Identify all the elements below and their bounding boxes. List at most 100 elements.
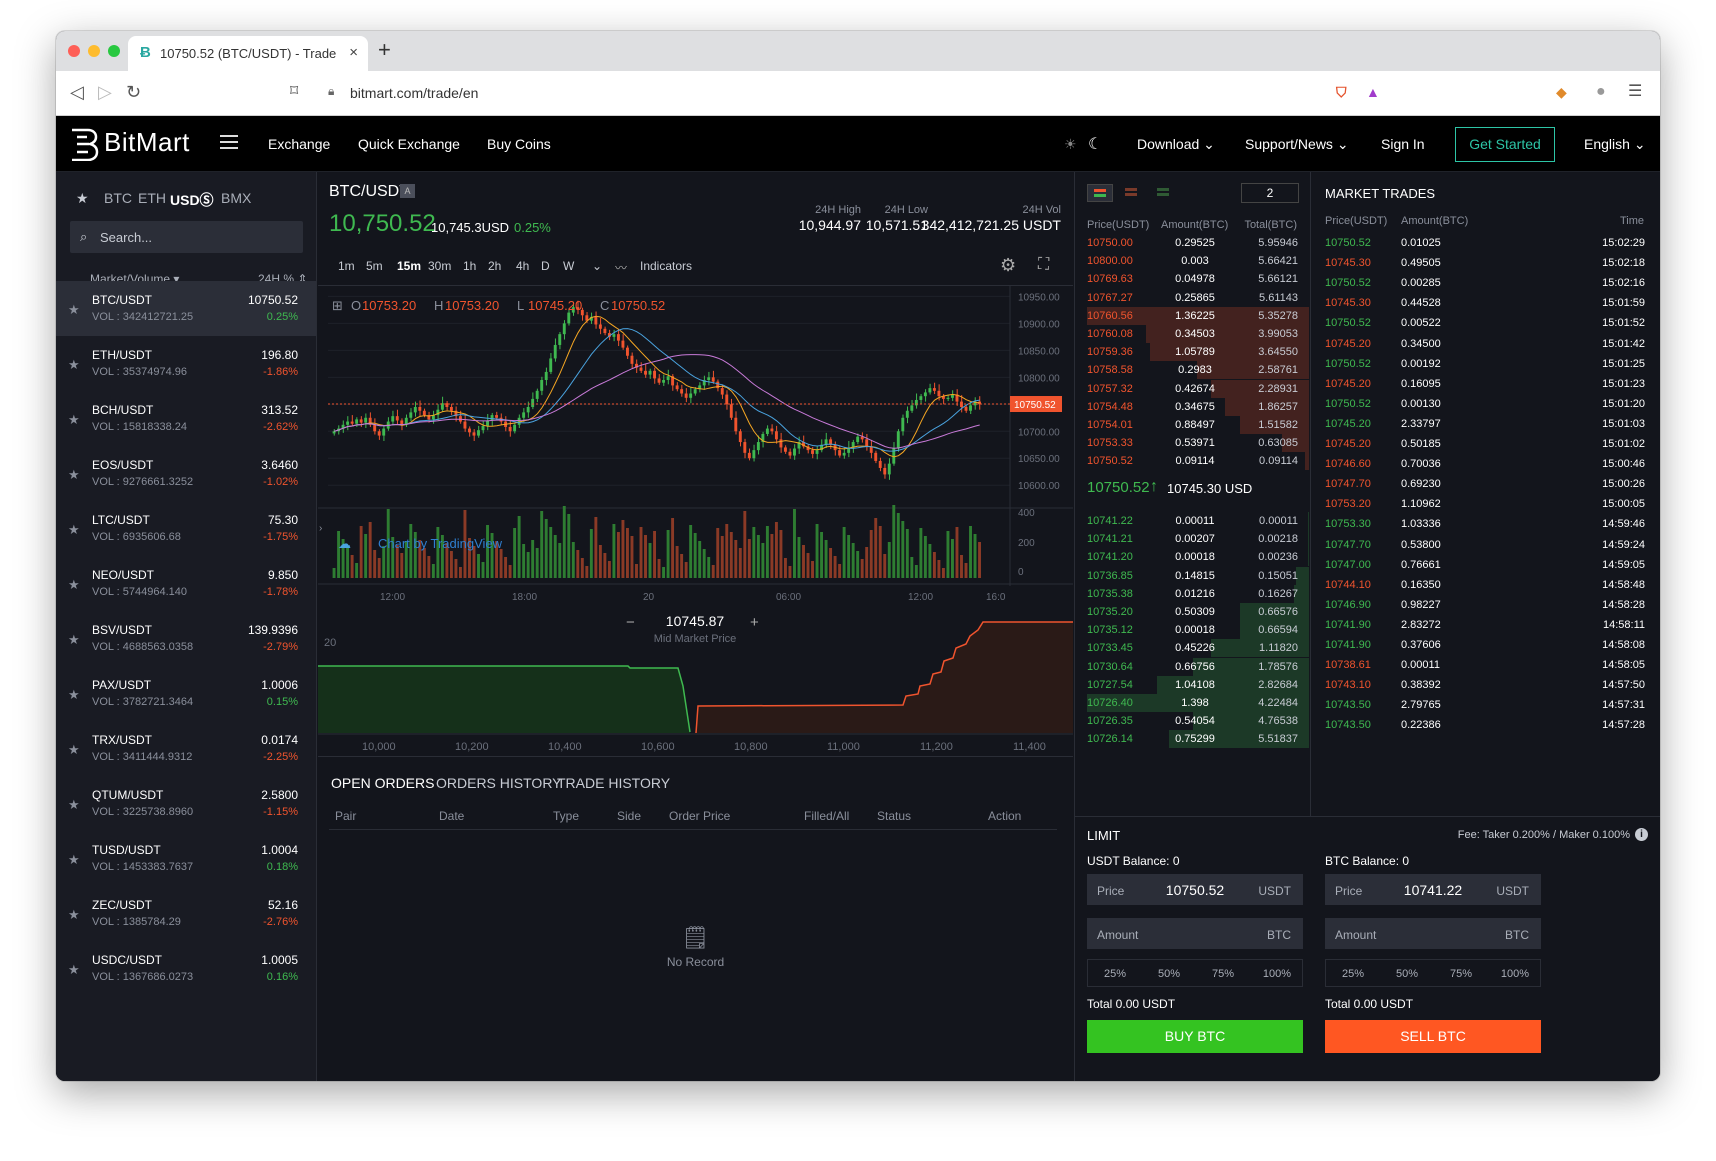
browser-tab[interactable]: Ƀ 10750.52 (BTC/USDT) - Trade N × bbox=[128, 36, 368, 71]
ask-row[interactable]: 10760.08 0.34503 3.99053 bbox=[1075, 325, 1309, 343]
ask-row[interactable]: 10767.27 0.25865 5.61143 bbox=[1075, 289, 1309, 307]
favorite-star-icon[interactable]: ★ bbox=[68, 962, 80, 977]
close-window-button[interactable] bbox=[68, 45, 80, 57]
bid-row[interactable]: 10741.22 0.00011 0.00011 bbox=[1075, 512, 1309, 530]
url-field[interactable]: 🔒︎ bitmart.com/trade/en bbox=[318, 78, 1388, 108]
market-row[interactable]: ★ TUSD/USDT VOL : 1453383.7637 1.0004 0.18% bbox=[56, 831, 316, 886]
sell-amount-input[interactable]: Amount BTC bbox=[1325, 918, 1541, 949]
market-row[interactable]: ★ BTC/USDT VOL : 342412721.25 10750.52 0.25% bbox=[56, 281, 316, 336]
favorite-star-icon[interactable]: ★ bbox=[68, 907, 80, 922]
market-row[interactable]: ★ PAX/USDT VOL : 3782721.3464 1.0006 0.15% bbox=[56, 666, 316, 721]
book-view-both-icon[interactable] bbox=[1087, 184, 1113, 202]
favorite-star-icon[interactable]: ★ bbox=[68, 412, 80, 427]
market-search-input[interactable]: ⌕ Search... bbox=[70, 221, 303, 253]
interval-5m[interactable]: 5m bbox=[366, 259, 383, 273]
favorite-star-icon[interactable]: ★ bbox=[68, 742, 80, 757]
dark-theme-icon[interactable]: ☾ bbox=[1088, 136, 1103, 153]
favorite-star-icon[interactable]: ★ bbox=[68, 632, 80, 647]
ask-row[interactable]: 10750.52 0.09114 0.09114 bbox=[1075, 452, 1309, 471]
bid-row[interactable]: 10727.54 1.04108 2.82684 bbox=[1075, 675, 1309, 694]
favorite-star-icon[interactable]: ★ bbox=[68, 522, 80, 537]
tab-orders-history[interactable]: ORDERS HISTORY bbox=[436, 775, 562, 791]
percent-50[interactable]: 50% bbox=[1395, 968, 1419, 980]
support-menu[interactable]: Support/News ⌄ bbox=[1245, 136, 1349, 153]
percent-100[interactable]: 100% bbox=[1500, 968, 1530, 980]
reload-icon[interactable]: ↻ bbox=[126, 82, 142, 102]
sell-price-input[interactable]: Price 10741.22 USDT bbox=[1325, 874, 1541, 905]
market-row[interactable]: ★ BSV/USDT VOL : 4688563.0358 139.9396 -2.79… bbox=[56, 611, 316, 666]
hamburger-menu-icon[interactable] bbox=[220, 135, 238, 149]
favorites-star-icon[interactable]: ★ bbox=[76, 190, 89, 206]
ask-row[interactable]: 10800.00 0.003 5.66421 bbox=[1075, 252, 1309, 270]
tab-eth[interactable]: ETH bbox=[138, 190, 166, 206]
bookmark-icon[interactable]: ⌑ bbox=[290, 83, 299, 100]
tab-btc[interactable]: BTC bbox=[104, 190, 132, 206]
info-icon[interactable]: i bbox=[1635, 828, 1648, 841]
nav-buy-coins[interactable]: Buy Coins bbox=[487, 136, 551, 152]
ask-row[interactable]: 10758.58 0.2983 2.58761 bbox=[1075, 361, 1309, 380]
settings-gear-icon[interactable]: ⚙ bbox=[1000, 255, 1017, 275]
indicators-button[interactable]: Indicators bbox=[640, 259, 693, 273]
interval-4h[interactable]: 4h bbox=[516, 259, 530, 273]
metamask-fox-icon[interactable]: ◆ bbox=[1556, 84, 1567, 100]
download-menu[interactable]: Download ⌄ bbox=[1137, 136, 1215, 153]
more-intervals-chevron-icon[interactable]: ⌄ bbox=[592, 259, 603, 273]
interval-D[interactable]: D bbox=[541, 259, 550, 273]
bid-row[interactable]: 10726.40 1.398 4.22484 bbox=[1075, 694, 1309, 712]
browser-menu-icon[interactable]: ☰ bbox=[1628, 83, 1643, 100]
fullscreen-icon[interactable]: ⛶ bbox=[1038, 256, 1050, 273]
favorite-star-icon[interactable]: ★ bbox=[68, 467, 80, 482]
market-row[interactable]: ★ ZEC/USDT VOL : 1385784.29 52.16 -2.76% bbox=[56, 886, 316, 941]
maximize-window-button[interactable] bbox=[108, 45, 120, 57]
bid-row[interactable]: 10735.12 0.00018 0.66594 bbox=[1075, 621, 1309, 640]
market-row[interactable]: ★ LTC/USDT VOL : 6935606.68 75.30 -1.75% bbox=[56, 501, 316, 556]
profile-avatar-icon[interactable]: ● bbox=[1596, 83, 1606, 100]
market-row[interactable]: ★ BCH/USDT VOL : 15818338.24 313.52 -2.62% bbox=[56, 391, 316, 446]
bid-row[interactable]: 10733.45 0.45226 1.11820 bbox=[1075, 639, 1309, 658]
ask-row[interactable]: 10753.33 0.53971 0.63085 bbox=[1075, 434, 1309, 453]
language-menu[interactable]: English ⌄ bbox=[1584, 136, 1646, 153]
market-row[interactable]: ★ NEO/USDT VOL : 5744964.140 9.850 -1.78% bbox=[56, 556, 316, 611]
ask-row[interactable]: 10750.00 0.29525 5.95946 bbox=[1075, 234, 1309, 252]
bid-row[interactable]: 10735.20 0.50309 0.66576 bbox=[1075, 603, 1309, 621]
percent-100[interactable]: 100% bbox=[1262, 968, 1292, 980]
market-row[interactable]: ★ EOS/USDT VOL : 9276661.3252 3.6460 -1.02% bbox=[56, 446, 316, 501]
tab-trade-history[interactable]: TRADE HISTORY bbox=[557, 775, 671, 791]
bid-row[interactable]: 10741.20 0.00018 0.00236 bbox=[1075, 548, 1309, 567]
bid-row[interactable]: 10736.85 0.14815 0.15051 bbox=[1075, 566, 1309, 585]
market-row[interactable]: ★ QTUM/USDT VOL : 3225738.8960 2.5800 -1.15% bbox=[56, 776, 316, 831]
bid-row[interactable]: 10726.14 0.75299 5.51837 bbox=[1075, 730, 1309, 749]
get-started-button[interactable]: Get Started bbox=[1455, 127, 1555, 162]
percent-50[interactable]: 50% bbox=[1157, 968, 1181, 980]
ask-row[interactable]: 10769.63 0.04978 5.66121 bbox=[1075, 270, 1309, 288]
back-icon[interactable]: ◁ bbox=[70, 82, 84, 102]
bid-row[interactable]: 10730.64 0.66756 1.78576 bbox=[1075, 657, 1309, 676]
favorite-star-icon[interactable]: ★ bbox=[68, 797, 80, 812]
market-row[interactable]: ★ USDC/USDT VOL : 1367686.0273 1.0005 0.16% bbox=[56, 941, 316, 996]
nav-exchange[interactable]: Exchange bbox=[268, 136, 331, 152]
favorite-star-icon[interactable]: ★ bbox=[68, 577, 80, 592]
ask-row[interactable]: 10754.48 0.34675 1.86257 bbox=[1075, 397, 1309, 416]
tab-usds[interactable]: USDⓈ bbox=[170, 192, 214, 208]
indicators-icon[interactable]: 〰 bbox=[615, 261, 628, 275]
bid-row[interactable]: 10741.21 0.00207 0.00218 bbox=[1075, 530, 1309, 549]
precision-select[interactable]: 2 bbox=[1241, 183, 1299, 203]
market-row[interactable]: ★ ETH/USDT VOL : 35374974.96 196.80 -1.86% bbox=[56, 336, 316, 391]
favorite-star-icon[interactable]: ★ bbox=[68, 687, 80, 702]
ask-row[interactable]: 10757.32 0.42674 2.28931 bbox=[1075, 379, 1309, 398]
interval-30m[interactable]: 30m bbox=[428, 259, 452, 273]
forward-icon[interactable]: ▷ bbox=[98, 82, 112, 102]
sell-btc-button[interactable]: SELL BTC bbox=[1325, 1020, 1541, 1053]
bid-row[interactable]: 10726.35 0.54054 4.76538 bbox=[1075, 712, 1309, 731]
buy-btc-button[interactable]: BUY BTC bbox=[1087, 1020, 1303, 1053]
minimize-window-button[interactable] bbox=[88, 45, 100, 57]
tab-bmx[interactable]: BMX bbox=[221, 190, 252, 206]
percent-75[interactable]: 75% bbox=[1449, 968, 1473, 980]
favorite-star-icon[interactable]: ★ bbox=[68, 302, 80, 317]
market-row[interactable]: ★ TRX/USDT VOL : 3411444.9312 0.0174 -2.25% bbox=[56, 721, 316, 776]
light-theme-icon[interactable]: ☀ bbox=[1064, 136, 1077, 152]
percent-25[interactable]: 25% bbox=[1341, 968, 1365, 980]
candlestick-chart[interactable]: 10950.0010900.0010850.0010800.0010750.00… bbox=[318, 286, 1073, 606]
brave-shield-icon[interactable]: ⛉ bbox=[1336, 84, 1347, 100]
